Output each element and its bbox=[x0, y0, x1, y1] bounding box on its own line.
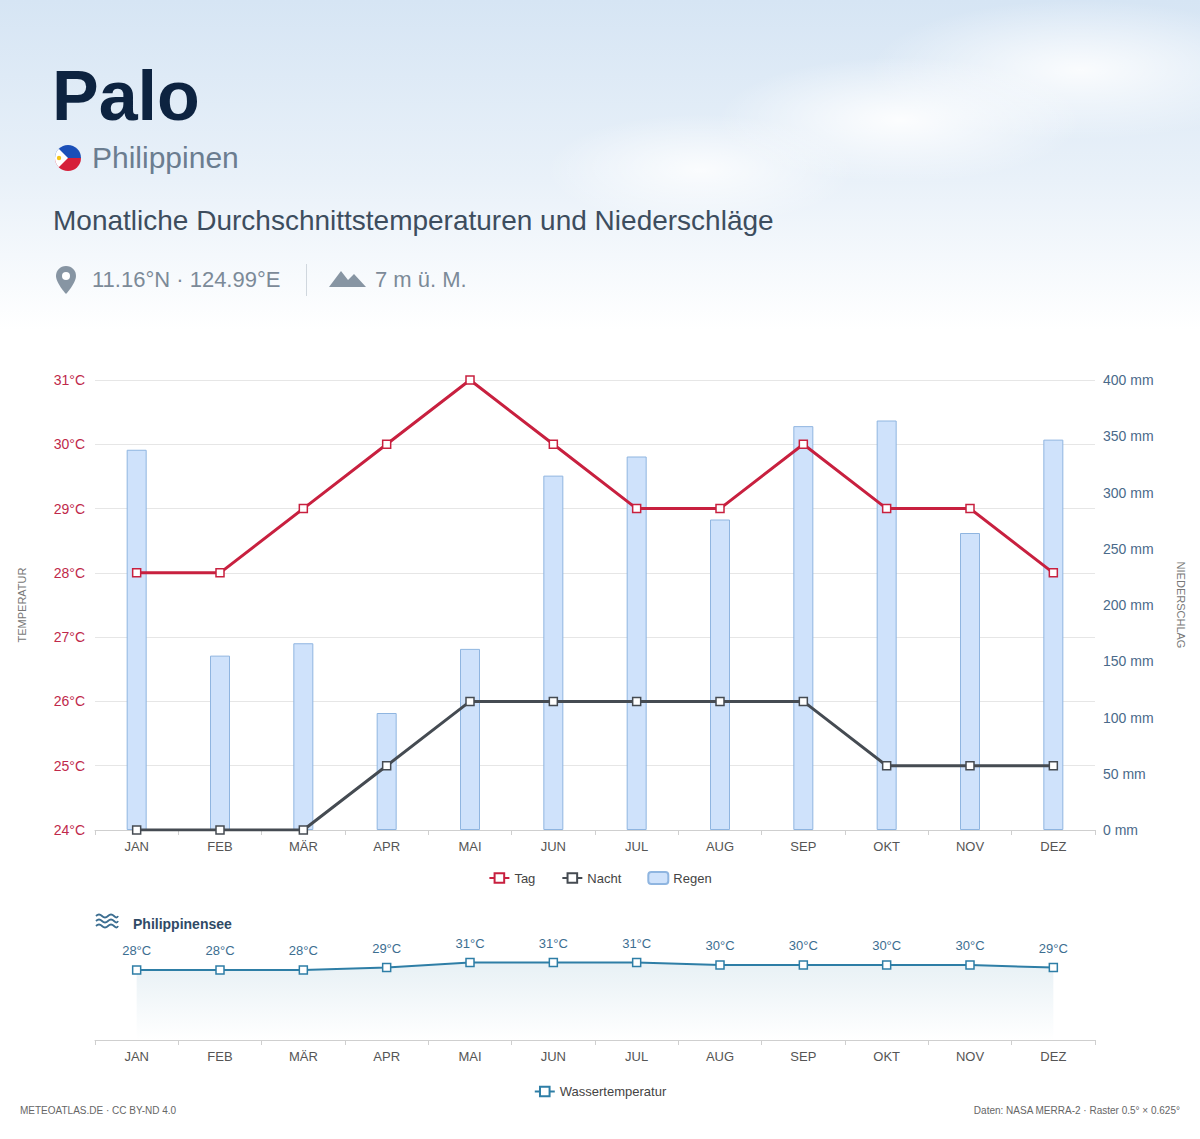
svg-text:NOV: NOV bbox=[956, 1049, 985, 1064]
svg-text:APR: APR bbox=[373, 839, 400, 854]
svg-text:JUN: JUN bbox=[541, 839, 566, 854]
svg-text:Nacht: Nacht bbox=[587, 871, 621, 886]
svg-text:JUL: JUL bbox=[625, 839, 648, 854]
svg-text:30°C: 30°C bbox=[54, 436, 85, 452]
svg-text:JUN: JUN bbox=[541, 1049, 566, 1064]
svg-text:TEMPERATUR: TEMPERATUR bbox=[16, 567, 28, 642]
svg-text:0 mm: 0 mm bbox=[1103, 822, 1138, 838]
html-text:11.16°N · 124.99°E: 11.16°N · 124.99°E bbox=[92, 267, 281, 292]
svg-text:25°C: 25°C bbox=[54, 758, 85, 774]
svg-text:29°C: 29°C bbox=[1039, 941, 1068, 956]
svg-text:30°C: 30°C bbox=[955, 938, 984, 953]
svg-text:31°C: 31°C bbox=[539, 936, 568, 951]
svg-text:FEB: FEB bbox=[207, 839, 232, 854]
svg-text:NOV: NOV bbox=[956, 839, 985, 854]
svg-text:30°C: 30°C bbox=[872, 938, 901, 953]
svg-text:Tag: Tag bbox=[514, 871, 535, 886]
svg-text:28°C: 28°C bbox=[54, 565, 85, 581]
svg-text:DEZ: DEZ bbox=[1040, 839, 1066, 854]
svg-text:AUG: AUG bbox=[706, 839, 734, 854]
svg-text:27°C: 27°C bbox=[54, 629, 85, 645]
svg-text:OKT: OKT bbox=[873, 1049, 900, 1064]
svg-text:31°C: 31°C bbox=[622, 936, 651, 951]
svg-text:200 mm: 200 mm bbox=[1103, 597, 1154, 613]
html-text:7 m ü. M.: 7 m ü. M. bbox=[375, 267, 467, 292]
svg-text:Philippinensee: Philippinensee bbox=[133, 916, 232, 932]
svg-text:MÄR: MÄR bbox=[289, 1049, 318, 1064]
svg-text:AUG: AUG bbox=[706, 1049, 734, 1064]
svg-text:APR: APR bbox=[373, 1049, 400, 1064]
svg-text:31°C: 31°C bbox=[455, 936, 484, 951]
svg-text:29°C: 29°C bbox=[372, 941, 401, 956]
svg-text:31°C: 31°C bbox=[54, 372, 85, 388]
svg-text:30°C: 30°C bbox=[789, 938, 818, 953]
svg-text:100 mm: 100 mm bbox=[1103, 710, 1154, 726]
svg-text:150 mm: 150 mm bbox=[1103, 653, 1154, 669]
html-text:Palo: Palo bbox=[52, 57, 200, 135]
html-text:Philippinen: Philippinen bbox=[92, 141, 239, 174]
svg-text:30°C: 30°C bbox=[705, 938, 734, 953]
svg-text:300 mm: 300 mm bbox=[1103, 485, 1154, 501]
svg-text:29°C: 29°C bbox=[54, 501, 85, 517]
svg-text:28°C: 28°C bbox=[289, 943, 318, 958]
svg-text:400 mm: 400 mm bbox=[1103, 372, 1154, 388]
svg-text:Regen: Regen bbox=[673, 871, 711, 886]
svg-text:NIEDERSCHLAG: NIEDERSCHLAG bbox=[1175, 562, 1187, 649]
svg-text:MÄR: MÄR bbox=[289, 839, 318, 854]
svg-text:JAN: JAN bbox=[124, 839, 149, 854]
svg-text:JAN: JAN bbox=[124, 1049, 149, 1064]
svg-text:50 mm: 50 mm bbox=[1103, 766, 1146, 782]
svg-text:JUL: JUL bbox=[625, 1049, 648, 1064]
svg-text:OKT: OKT bbox=[873, 839, 900, 854]
svg-text:250 mm: 250 mm bbox=[1103, 541, 1154, 557]
svg-text:28°C: 28°C bbox=[205, 943, 234, 958]
svg-text:FEB: FEB bbox=[207, 1049, 232, 1064]
svg-text:26°C: 26°C bbox=[54, 693, 85, 709]
svg-text:Wassertemperatur: Wassertemperatur bbox=[560, 1084, 667, 1099]
svg-text:350 mm: 350 mm bbox=[1103, 428, 1154, 444]
svg-text:MAI: MAI bbox=[458, 839, 481, 854]
svg-text:28°C: 28°C bbox=[122, 943, 151, 958]
html-text:METEOATLAS.DE · CC BY-ND 4.0: METEOATLAS.DE · CC BY-ND 4.0 bbox=[20, 1105, 177, 1116]
svg-text:SEP: SEP bbox=[790, 839, 816, 854]
svg-text:DEZ: DEZ bbox=[1040, 1049, 1066, 1064]
svg-text:MAI: MAI bbox=[458, 1049, 481, 1064]
svg-text:SEP: SEP bbox=[790, 1049, 816, 1064]
html-text:Monatliche Durchschnittstemper: Monatliche Durchschnittstemperaturen und… bbox=[53, 205, 774, 236]
svg-text:24°C: 24°C bbox=[54, 822, 85, 838]
html-text:Daten: NASA MERRA-2 · Raster 0: Daten: NASA MERRA-2 · Raster 0.5° × 0.62… bbox=[973, 1105, 1180, 1116]
